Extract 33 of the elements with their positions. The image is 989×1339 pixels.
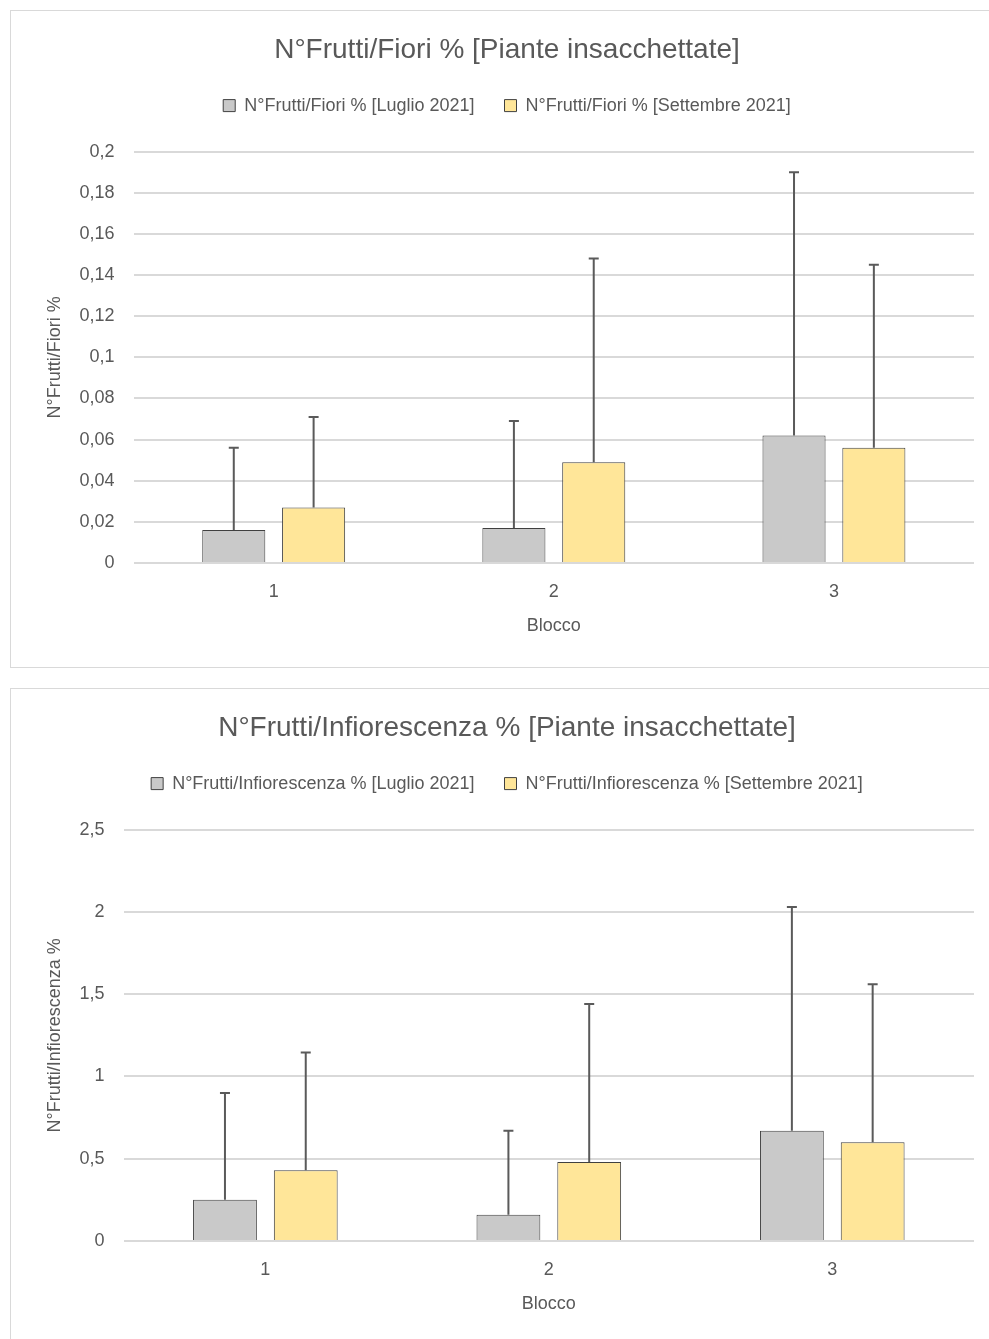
chart-title: N°Frutti/Fiori % [Piante insacchettate] (274, 32, 740, 64)
y-tick-label: 0,02 (79, 510, 115, 531)
y-tick-label: 1,5 (79, 983, 105, 1004)
x-tick-label: 1 (260, 1258, 271, 1279)
y-tick-label: 0 (94, 1229, 105, 1250)
x-axis-title: Blocco (521, 1293, 576, 1314)
y-axis-title: N°Frutti/Infiorescenza % (43, 938, 64, 1133)
legend-label: N°Frutti/Infiorescenza % [Settembre 2021] (525, 772, 863, 793)
y-tick-label: 0,18 (79, 181, 115, 202)
x-tick-label: 1 (268, 580, 279, 601)
x-tick-label: 2 (543, 1258, 554, 1279)
x-tick-label: 2 (548, 580, 559, 601)
x-tick-label: 3 (828, 580, 839, 601)
y-tick-label: 0,14 (79, 263, 115, 284)
legend-label: N°Frutti/Fiori % [Settembre 2021] (525, 94, 791, 115)
y-tick-label: 0 (104, 551, 115, 572)
y-tick-label: 0,12 (79, 305, 115, 326)
y-axis-title: N°Frutti/Fiori % (43, 296, 64, 419)
legend-label: N°Frutti/Fiori % [Luglio 2021] (244, 94, 475, 115)
legend-label: N°Frutti/Infiorescenza % [Luglio 2021] (172, 772, 475, 793)
y-tick-label: 0,1 (89, 346, 115, 367)
x-tick-label: 3 (827, 1258, 838, 1279)
y-tick-label: 0,5 (79, 1147, 105, 1168)
y-tick-label: 0,06 (79, 428, 115, 449)
y-tick-label: 0,04 (79, 469, 115, 490)
y-tick-label: 0,08 (79, 387, 115, 408)
y-tick-label: 0,16 (79, 222, 115, 243)
chart-title: N°Frutti/Infiorescenza % [Piante insacchettate] (218, 710, 796, 742)
x-axis-title: Blocco (526, 615, 581, 636)
y-tick-label: 2,5 (79, 818, 105, 839)
y-tick-label: 1 (94, 1065, 105, 1086)
y-tick-label: 2 (94, 900, 105, 921)
y-tick-label: 0,2 (89, 140, 115, 161)
